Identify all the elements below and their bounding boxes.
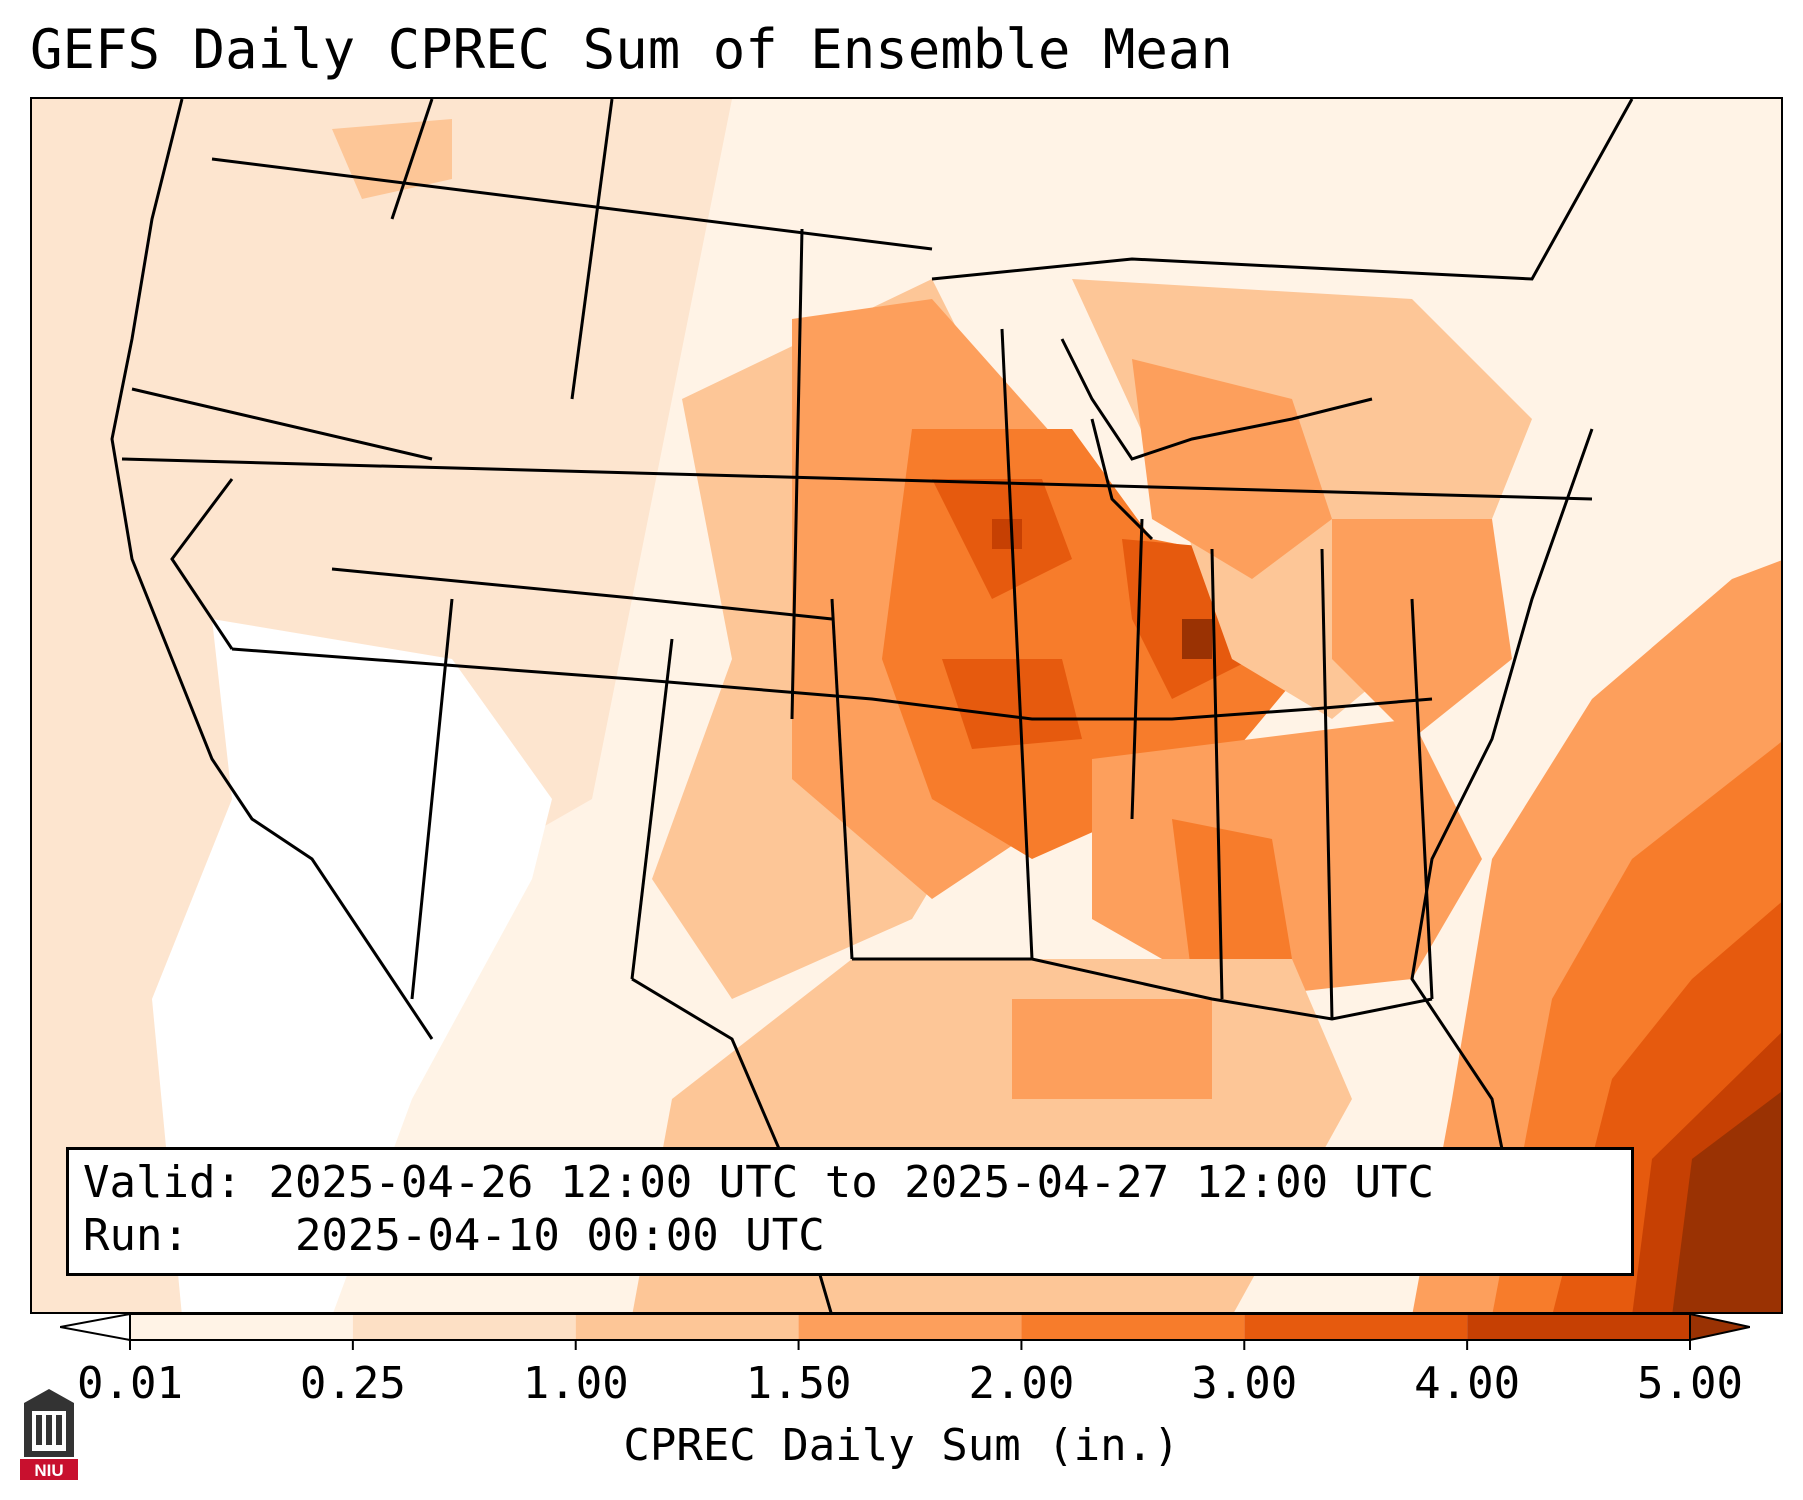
colorbar-segment — [1021, 1314, 1245, 1340]
logo-text: NIU — [34, 1461, 63, 1480]
colorbar-tick-label: 0.25 — [299, 1358, 406, 1409]
validity-info-box: Valid: 2025-04-26 12:00 UTC to 2025-04-2… — [66, 1147, 1634, 1276]
colorbar — [60, 1312, 1750, 1350]
colorbar-tick-label: 0.01 — [77, 1358, 183, 1409]
colorbar-segment — [352, 1314, 576, 1340]
niu-logo: NIU — [20, 1389, 78, 1480]
colorbar-label: CPREC Daily Sum (in.) — [623, 1420, 1180, 1471]
precipitation-map — [30, 97, 1783, 1314]
colorbar-segment — [1244, 1314, 1468, 1340]
valid-range: 2025-04-26 12:00 UTC to 2025-04-27 12:00… — [268, 1157, 1435, 1208]
map-title: GEFS Daily CPREC Sum of Ensemble Mean — [30, 18, 1233, 81]
colorbar-tick-label: 2.00 — [968, 1358, 1075, 1409]
colorbar-tick-label: 1.00 — [522, 1358, 629, 1409]
run-label: Run: — [83, 1210, 189, 1261]
colorbar-ticks — [129, 1340, 1691, 1350]
colorbar-tick-label: 5.00 — [1637, 1358, 1743, 1409]
map-canvas — [32, 99, 1781, 1312]
colorbar-segment — [575, 1314, 799, 1340]
colorbar-min-extension — [60, 1312, 131, 1342]
colorbar-tick-label: 3.00 — [1191, 1358, 1298, 1409]
colorbar-segments — [60, 1312, 1750, 1342]
colorbar-segment — [1467, 1314, 1690, 1340]
precipitation-shading — [32, 99, 1781, 1312]
colorbar-outline — [129, 1313, 1691, 1341]
run-time: 2025-04-10 00:00 UTC — [294, 1210, 825, 1261]
colorbar-tick-label: 1.50 — [745, 1358, 852, 1409]
colorbar-segment — [130, 1314, 353, 1340]
colorbar-tick-label: 4.00 — [1414, 1358, 1521, 1409]
colorbar-segment — [798, 1314, 1022, 1340]
colorbar-max-extension — [1689, 1312, 1750, 1342]
valid-label: Valid: — [83, 1157, 242, 1208]
